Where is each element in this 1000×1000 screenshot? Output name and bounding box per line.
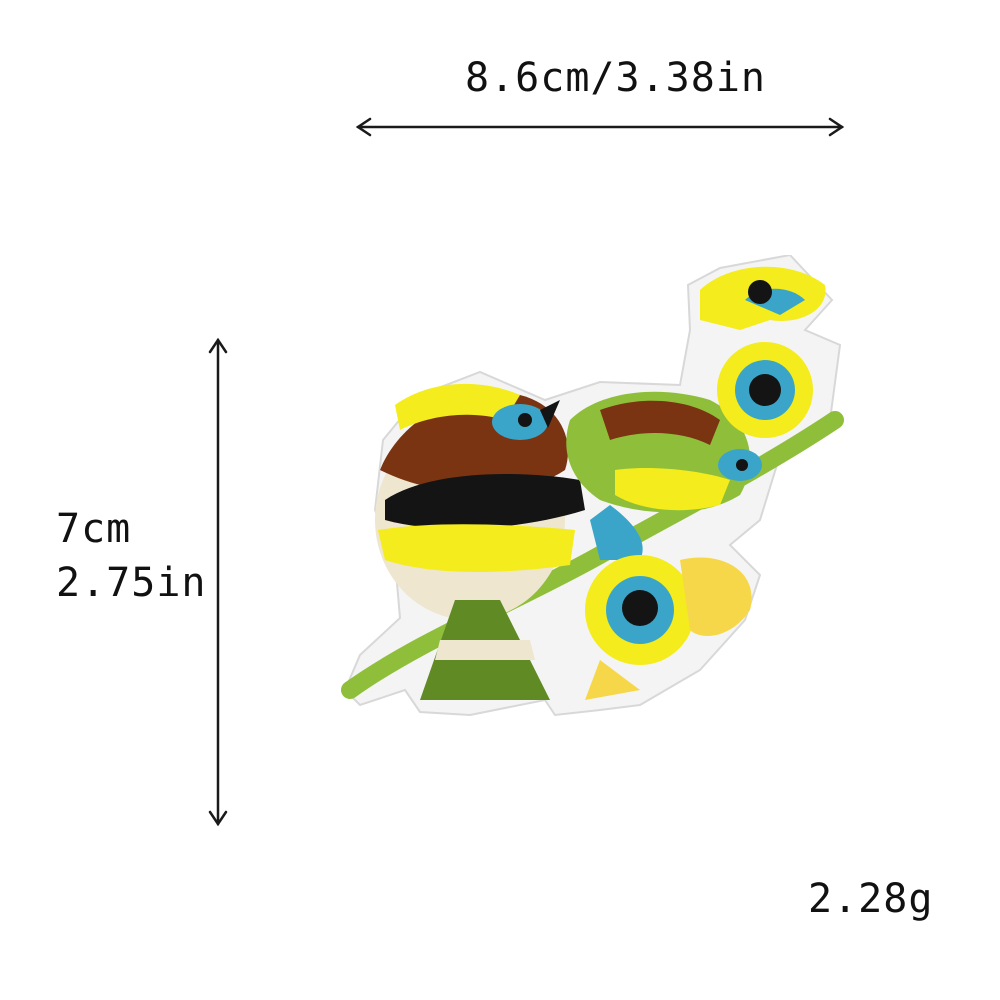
- embroidered-bird-patch-icon: [341, 255, 844, 717]
- height-cm-label: 7cm: [56, 506, 132, 552]
- top-flower: [700, 266, 826, 330]
- width-label: 8.6cm/3.38in: [465, 55, 766, 101]
- bottom-flower: [585, 555, 752, 700]
- right-bird: [566, 391, 762, 560]
- weight-label: 2.28g: [808, 876, 934, 922]
- width-arrow: [355, 117, 845, 137]
- middle-flower: [717, 342, 813, 438]
- height-in-label: 2.75in: [56, 560, 207, 606]
- height-arrow: [208, 337, 228, 827]
- left-bird: [375, 383, 585, 700]
